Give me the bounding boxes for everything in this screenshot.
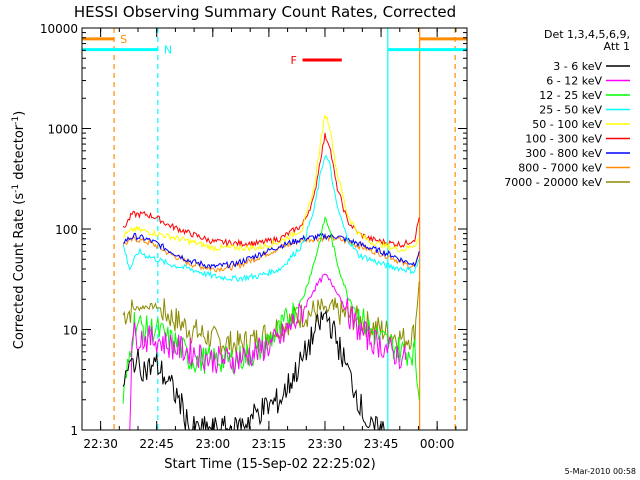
series-line-0 [122, 309, 388, 430]
legend-label: 12 - 25 keV [539, 89, 602, 102]
series-line-3 [122, 154, 420, 283]
series-line-1 [129, 273, 407, 430]
timestamp: 5-Mar-2010 00:58 [565, 467, 636, 476]
x-tick-label: 23:45 [364, 437, 399, 451]
x-axis: 22:30 22:45 23:00 23:15 23:30 23:45 00:00 [83, 28, 457, 451]
legend-label: 3 - 6 keV [553, 60, 602, 73]
chart-title: HESSI Observing Summary Count Rates, Cor… [74, 3, 456, 21]
x-tick-label: 23:30 [308, 437, 343, 451]
y-tick-label: 100 [55, 223, 78, 237]
series-line-6 [122, 232, 420, 270]
legend-label: 7000 - 20000 keV [504, 176, 602, 189]
legend-label: 50 - 100 keV [532, 118, 602, 131]
flag-label-1: N [164, 44, 172, 57]
flag-label-2: F [291, 54, 297, 67]
x-tick-label: 00:00 [420, 437, 455, 451]
x-tick-label: 22:45 [139, 437, 174, 451]
plot-area [82, 28, 467, 430]
y-tick-label: 10000 [40, 22, 78, 36]
series-line-4 [122, 114, 420, 253]
x-tick-label: 23:15 [252, 437, 287, 451]
y-axis: 1 10 100 1000 10000 [40, 22, 467, 438]
flag-label-0: S [120, 33, 127, 46]
x-tick-label: 23:00 [196, 437, 231, 451]
series-line-5 [122, 132, 420, 249]
x-axis-label: Start Time (15-Sep-02 22:25:02) [164, 457, 375, 472]
legend-label: 800 - 7000 keV [518, 162, 602, 175]
legend-label: 100 - 300 keV [525, 133, 602, 146]
legend-header: Att 1 [604, 40, 630, 53]
legend: Det 1,3,4,5,6,9,Att 13 - 6 keV 6 - 12 keV… [504, 28, 630, 189]
legend-label: 300 - 800 keV [525, 147, 602, 160]
y-tick-label: 1 [70, 424, 78, 438]
y-axis-label: Corrected Count Rate (s-1 detector-1) [11, 111, 27, 349]
series-line-8 [122, 281, 420, 359]
x-tick-label: 22:30 [83, 437, 118, 451]
legend-label: 6 - 12 keV [546, 75, 602, 88]
legend-header: Det 1,3,4,5,6,9, [544, 28, 630, 41]
legend-label: 25 - 50 keV [539, 104, 602, 117]
y-tick-label: 1000 [47, 123, 78, 137]
y-tick-label: 10 [63, 324, 78, 338]
